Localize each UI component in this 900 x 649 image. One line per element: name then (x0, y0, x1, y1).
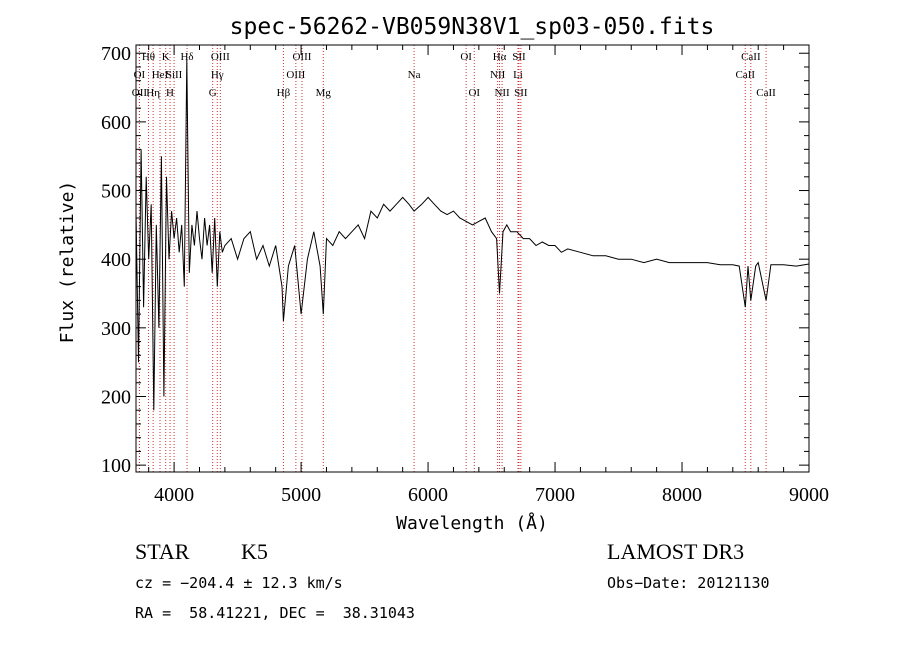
chart-title: spec-56262-VB059N38V1_sp03-050.fits (230, 14, 715, 40)
x-axis-label: Wavelength (Å) (396, 512, 548, 534)
line-label-hδ: Hδ (180, 51, 193, 63)
line-label-mg: Mg (316, 87, 332, 99)
ra-dec: RA = 58.41221, DEC = 38.31043 (135, 604, 415, 622)
line-label-siii: SiII (166, 69, 183, 81)
line-label-sii: SII (512, 51, 526, 63)
object-class: STAR (135, 539, 190, 564)
line-label-oiii: OIII (292, 51, 311, 63)
line-label-oii: OII (132, 87, 148, 99)
x-tick-label: 9000 (789, 484, 829, 506)
y-axis-label: Flux (relative) (57, 181, 78, 344)
line-label-g: G (209, 87, 217, 99)
y-axis: 100 200 300 400 500 600 700 (101, 43, 809, 477)
x-tick-label: 5000 (281, 484, 321, 506)
x-axis: 4000 5000 6000 7000 8000 9000 (148, 45, 829, 506)
y-tick-label: 700 (101, 43, 131, 65)
line-label-oiii: OIII (286, 69, 305, 81)
line-label-oi: OI (468, 87, 480, 99)
line-label-oi: OI (134, 69, 146, 81)
y-tick-label: 200 (101, 386, 131, 408)
line-label-caii: CaII (741, 51, 761, 63)
emission-line-markers (138, 45, 767, 472)
y-tick-label: 500 (101, 181, 131, 203)
line-label-h: H (166, 87, 174, 99)
line-label-sii: SII (514, 87, 528, 99)
object-subclass: K5 (241, 539, 268, 564)
line-label-caii: CaII (735, 69, 755, 81)
x-tick-label: 7000 (535, 484, 575, 506)
line-label-li: Li (513, 69, 523, 81)
line-label-caii: CaII (756, 87, 776, 99)
line-label-hei: HeI (152, 69, 169, 81)
line-label-hθ: Hθ (142, 51, 155, 63)
observation-date: Obs−Date: 20121130 (607, 574, 770, 592)
line-label-hβ: Hβ (277, 87, 291, 99)
y-tick-label: 600 (101, 112, 131, 134)
x-tick-label: 8000 (662, 484, 702, 506)
y-tick-label: 300 (101, 318, 131, 340)
line-label-hγ: Hγ (211, 69, 224, 81)
x-tick-label: 4000 (154, 484, 194, 506)
line-label-k: K (162, 51, 170, 63)
plot-frame (135, 44, 810, 473)
line-label-oi: OI (460, 51, 472, 63)
line-label-hα: Hα (493, 51, 507, 63)
line-label-hη: Hη (146, 87, 160, 99)
redshift-cz: cz = −204.4 ± 12.3 km/s (135, 574, 343, 592)
y-tick-label: 400 (101, 249, 131, 271)
line-label-nii: NII (494, 87, 510, 99)
spectrum-line (135, 60, 810, 411)
line-label-na: Na (408, 69, 421, 81)
survey-name: LAMOST DR3 (607, 539, 745, 564)
x-tick-label: 6000 (408, 484, 448, 506)
line-label-oiii: OIII (211, 51, 230, 63)
y-tick-label: 100 (101, 455, 131, 477)
line-label-nii: NII (490, 69, 506, 81)
